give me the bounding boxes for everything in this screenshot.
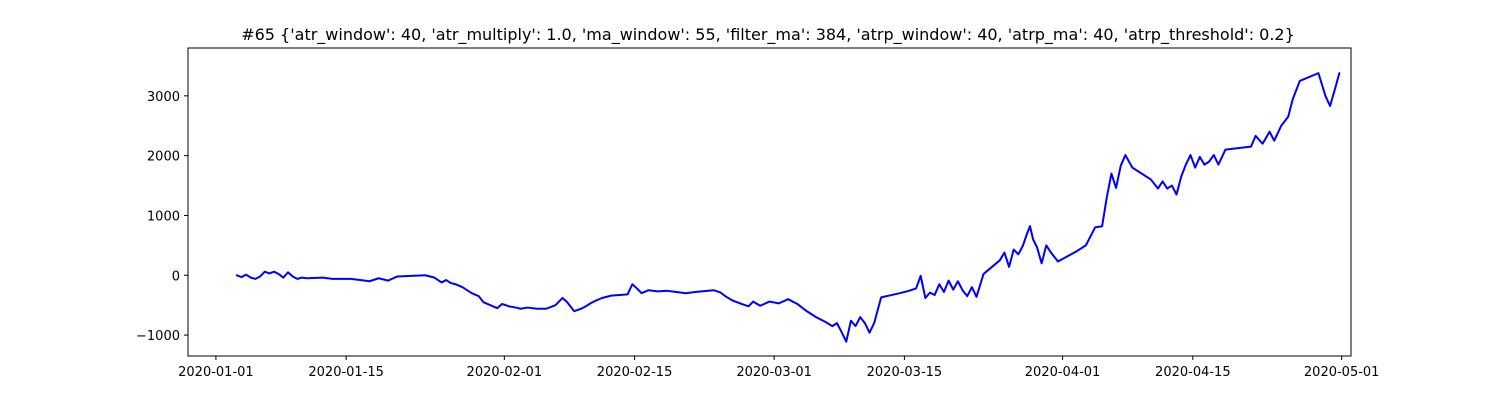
- chart-title: #65 {'atr_window': 40, 'atr_multiply': 1…: [241, 25, 1295, 45]
- y-tick-label: 1000: [147, 209, 180, 224]
- x-tick-label: 2020-03-01: [736, 365, 812, 380]
- y-tick-label: 2000: [147, 150, 180, 165]
- y-tick-label: 0: [172, 269, 180, 284]
- x-axis: 2020-01-01 2020-01-15 2020-02-01 2020-02-15…: [178, 356, 1379, 380]
- y-axis: −1000 0 1000 2000 3000: [136, 90, 188, 344]
- series-line: [235, 72, 1341, 343]
- y-tick-label: −1000: [136, 329, 180, 344]
- x-tick-label: 2020-01-01: [178, 365, 254, 380]
- x-tick-label: 2020-04-15: [1155, 365, 1231, 380]
- plot-frame: [187, 47, 1352, 357]
- x-tick-label: 2020-02-15: [597, 365, 673, 380]
- x-tick-label: 2020-03-15: [867, 365, 943, 380]
- y-tick-label: 3000: [147, 90, 180, 105]
- x-tick-label: 2020-04-01: [1025, 365, 1101, 380]
- x-tick-label: 2020-01-15: [308, 365, 384, 380]
- x-tick-label: 2020-02-01: [467, 365, 543, 380]
- x-tick-label: 2020-05-01: [1304, 365, 1380, 380]
